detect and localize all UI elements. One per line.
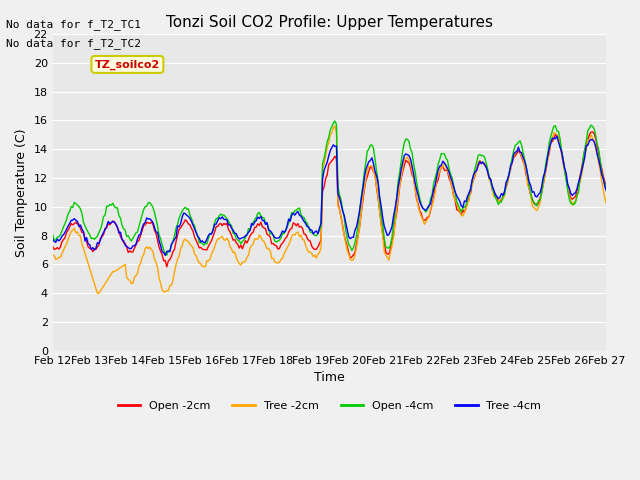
X-axis label: Time: Time: [314, 371, 345, 384]
Title: Tonzi Soil CO2 Profile: Upper Temperatures: Tonzi Soil CO2 Profile: Upper Temperatur…: [166, 15, 493, 30]
Legend: Open -2cm, Tree -2cm, Open -4cm, Tree -4cm: Open -2cm, Tree -2cm, Open -4cm, Tree -4…: [113, 396, 546, 415]
Text: TZ_soilco2: TZ_soilco2: [95, 60, 160, 70]
Y-axis label: Soil Temperature (C): Soil Temperature (C): [15, 128, 28, 257]
Text: No data for f_T2_TC2: No data for f_T2_TC2: [6, 38, 141, 49]
Text: No data for f_T2_TC1: No data for f_T2_TC1: [6, 19, 141, 30]
